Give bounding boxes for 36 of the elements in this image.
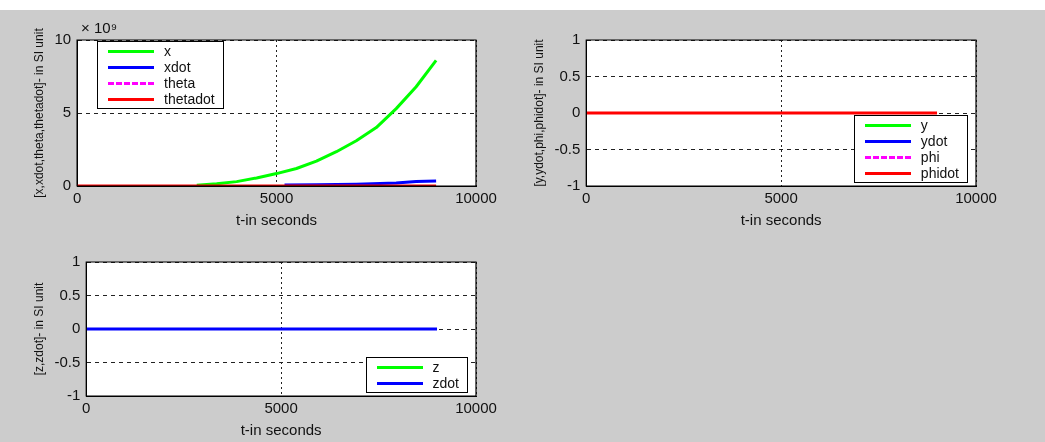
legend-label: x [164, 43, 172, 59]
x-axis-title: t-in seconds [240, 421, 322, 439]
x-tick-label: 5000 [259, 189, 294, 207]
y-tick-label: -1 [566, 176, 581, 194]
legend-label: y [920, 117, 928, 133]
y-tick-label: 0 [571, 103, 581, 121]
y-tick-label: 0.5 [59, 285, 81, 303]
y-axis-title: [x,xdot,theta,thetadot]- in SI unit [31, 27, 46, 198]
y-tick-label: 0 [71, 319, 81, 337]
text: × 10⁹ [81, 18, 118, 36]
x-tick-label: 10000 [455, 189, 497, 207]
x-tick-label: 10000 [955, 189, 997, 207]
x-tick-label: 5000 [764, 189, 798, 207]
x-axis-title: t-in seconds [236, 211, 317, 229]
legend-label: zdot [432, 375, 459, 391]
legend-label: xdot [164, 59, 191, 75]
y-tick-label: 0 [62, 176, 72, 194]
y-tick-label: -1 [66, 386, 81, 404]
y-tick-label: 10 [54, 30, 72, 48]
x-tick-label: 5000 [264, 399, 298, 417]
y-tick-label: -0.5 [554, 139, 581, 157]
y-axis-title: [z,zdot]- in SI unit [31, 281, 46, 376]
legend-label: z [432, 359, 440, 375]
y-tick-label: 0.5 [559, 66, 581, 84]
y-tick-label: -0.5 [54, 352, 81, 370]
y-tick-label: 5 [62, 103, 72, 121]
legend-label: thetadot [164, 91, 215, 107]
legend-label: ydot [920, 133, 948, 149]
y-tick-label: 1 [571, 30, 581, 48]
x-axis-title: t-in seconds [740, 211, 822, 229]
legend-label: theta [164, 75, 196, 91]
legend-label: phidot [920, 165, 959, 181]
x-tick-label: 10000 [455, 399, 497, 417]
legend-label: phi [920, 149, 940, 165]
y-axis-title: [y,ydot,phi,phidot]- in SI unit [531, 38, 546, 187]
y-tick-label: 1 [71, 252, 81, 270]
